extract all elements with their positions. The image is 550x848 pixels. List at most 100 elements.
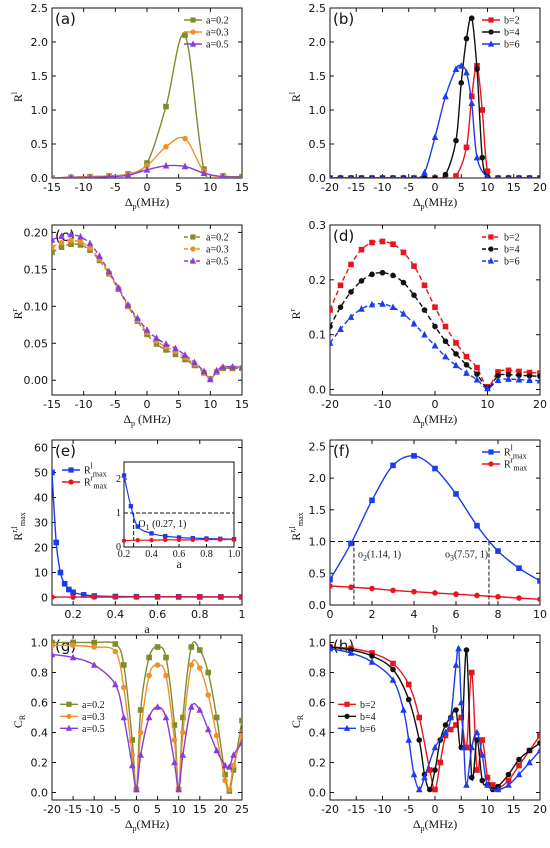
data-point [453, 340, 459, 346]
data-point [474, 522, 480, 529]
legend: b=2b=4b=6 [482, 233, 520, 268]
data-point [421, 330, 428, 338]
data-point [91, 639, 98, 646]
x-tick-label: 5 [175, 181, 182, 194]
x-tick-label: -10 [85, 803, 103, 816]
data-point [207, 375, 214, 383]
legend: b=2b=4b=6 [338, 700, 376, 735]
panel-f: 0 2 4 6 8 10 0.0 0.5 1.0 1.5 2.0 2.5 b Rr,lmax (f) Rlma… [288, 439, 547, 636]
data-point [67, 230, 75, 238]
data-point [495, 593, 501, 600]
data-point [369, 271, 375, 278]
data-point [390, 462, 396, 469]
inset-data-point [135, 538, 140, 543]
axes-frame [51, 634, 243, 801]
data-point [411, 292, 417, 298]
y-tick-label: 0.15 [24, 263, 49, 276]
series-group [330, 644, 540, 793]
x-tick-label: 15 [507, 803, 521, 816]
x-axis-label: a [144, 622, 150, 636]
data-point [442, 728, 449, 736]
legend-entry: b=2 [504, 233, 520, 244]
data-point [537, 596, 540, 603]
data-point [463, 35, 470, 42]
data-point [478, 751, 486, 758]
data-point [506, 174, 511, 178]
data-point [526, 747, 533, 754]
data-point [515, 375, 523, 383]
legend-marker [488, 29, 494, 35]
x-tick-label: -10 [75, 181, 93, 194]
x-tick-label: 15 [193, 803, 207, 816]
data-point [69, 653, 77, 661]
data-point [489, 782, 496, 788]
data-point [369, 653, 375, 659]
x-axis-label: Δp(MHz) [413, 195, 457, 211]
data-point [432, 767, 438, 773]
data-point [453, 137, 459, 144]
data-point [442, 732, 449, 739]
series-line [330, 65, 540, 178]
data-point [163, 143, 169, 150]
legend-entry: a=0.2 [206, 233, 229, 244]
data-point [379, 300, 386, 307]
data-point [172, 344, 179, 352]
y-tick-label: 0.2 [309, 274, 327, 287]
data-point [137, 707, 144, 713]
y-tick-label: 0.1 [309, 329, 327, 342]
data-point [460, 743, 468, 751]
data-point [146, 654, 152, 661]
data-point [200, 169, 208, 177]
legend-entry: a=0.5 [82, 724, 105, 735]
legend-marker [190, 234, 196, 240]
y-tick-label: 0.6 [31, 697, 49, 710]
legend-marker [65, 724, 73, 731]
data-point [442, 92, 449, 100]
data-point [411, 453, 417, 459]
x-tick-label: -5 [110, 398, 121, 411]
data-point [484, 384, 491, 392]
data-point [452, 661, 460, 668]
x-tick-label: -15 [64, 803, 82, 816]
data-point [463, 781, 470, 788]
data-point [516, 372, 522, 379]
legend-marker [344, 713, 350, 719]
x-tick-label: -10 [374, 181, 392, 194]
y-tick-label: 1.5 [309, 70, 327, 83]
legend-marker [189, 40, 197, 47]
inset-x-tick-label: 0.8 [200, 549, 213, 560]
y-tick-label: 30 [34, 517, 48, 530]
series-group [330, 453, 540, 603]
x-tick-label: -15 [347, 803, 365, 816]
y-tick-label: 0.05 [24, 337, 49, 350]
data-point [390, 272, 396, 279]
y-tick-label: 0.5 [309, 567, 327, 580]
x-tick-label: 4 [411, 608, 418, 621]
y-axis-label: Rr,lmax [10, 512, 27, 540]
x-tick-label: -5 [403, 181, 414, 194]
inset-data-point [176, 537, 182, 543]
data-point [526, 373, 533, 379]
data-point [52, 639, 55, 646]
data-point [230, 767, 237, 773]
data-point [213, 714, 220, 721]
data-point [537, 370, 540, 376]
x-tick-label: -20 [321, 803, 339, 816]
inset-data-point [163, 537, 168, 543]
y-tick-label: 0.5 [309, 138, 327, 151]
data-point [401, 174, 406, 178]
data-point [106, 172, 112, 178]
data-point [66, 586, 72, 593]
legend-marker [343, 724, 351, 731]
y-tick-label: 1.0 [309, 104, 327, 117]
data-point [134, 314, 141, 321]
inset-data-point [121, 473, 127, 478]
legend-marker [68, 479, 74, 485]
x-tick-label: 10 [533, 608, 547, 621]
legend-entry: b=4 [360, 712, 376, 723]
data-point [416, 737, 423, 743]
data-point [390, 666, 396, 673]
x-tick-label: -15 [43, 398, 61, 411]
data-point [80, 592, 87, 598]
series-line [330, 455, 540, 582]
